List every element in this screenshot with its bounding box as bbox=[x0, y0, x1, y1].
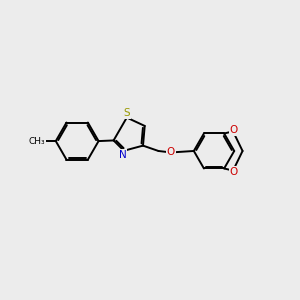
Text: N: N bbox=[118, 150, 126, 160]
Text: O: O bbox=[230, 125, 238, 135]
Text: CH₃: CH₃ bbox=[29, 136, 45, 146]
Text: O: O bbox=[230, 167, 238, 177]
Text: O: O bbox=[167, 148, 175, 158]
Text: S: S bbox=[124, 108, 130, 118]
